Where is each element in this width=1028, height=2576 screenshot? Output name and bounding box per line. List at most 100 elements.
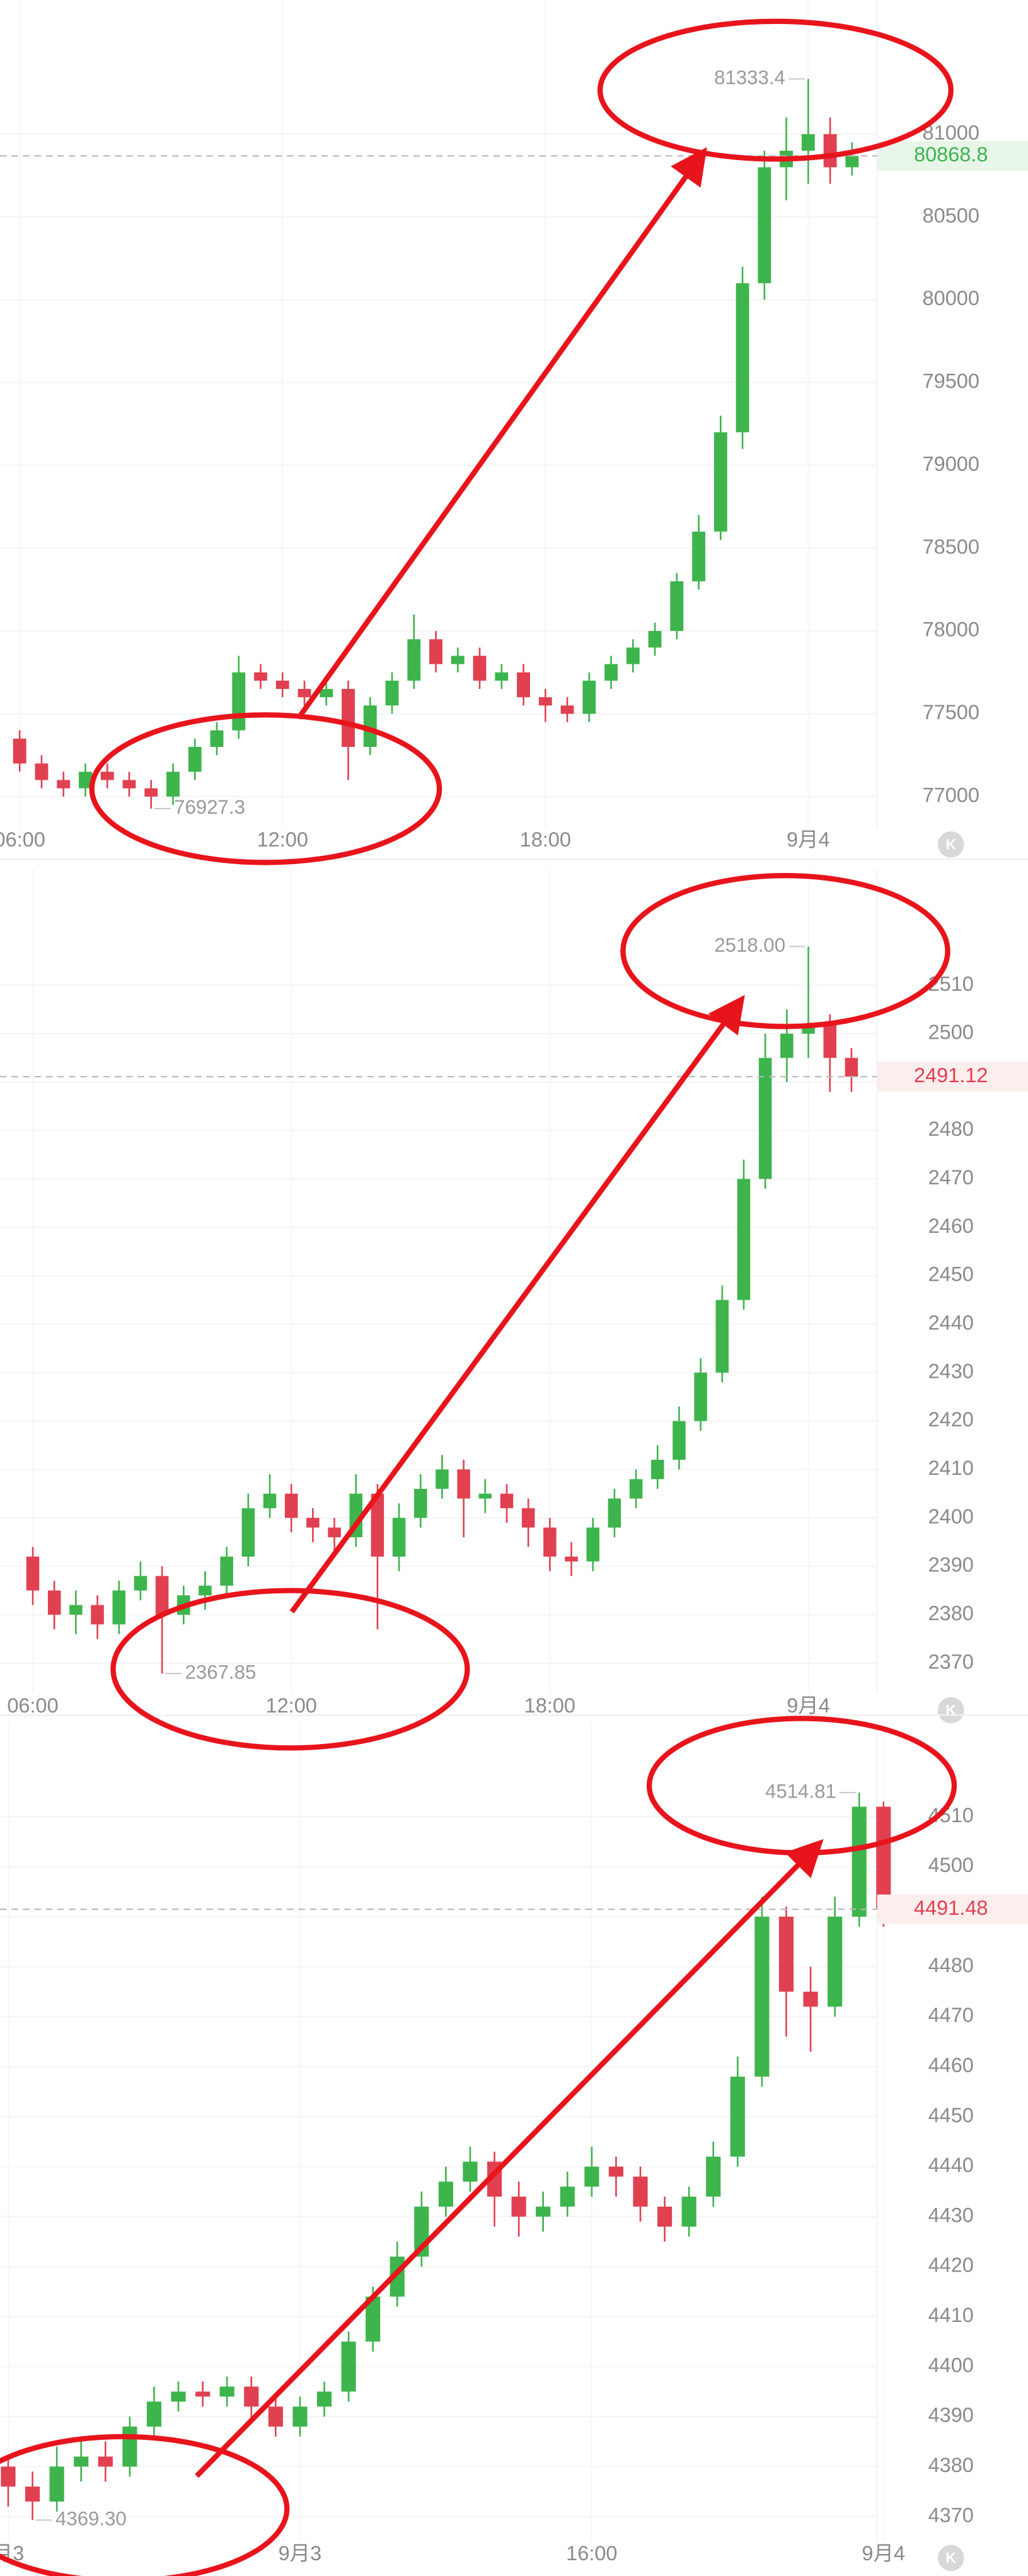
y-tick-label: 2420 xyxy=(928,1408,974,1431)
candle-body xyxy=(25,2486,40,2502)
candle-body xyxy=(845,1058,858,1077)
candle-body xyxy=(608,2166,624,2177)
candle-body xyxy=(385,680,399,706)
candle-body xyxy=(320,689,333,698)
max-label: 4514.81 xyxy=(765,1780,836,1802)
candle-body xyxy=(584,2166,599,2187)
badge: K xyxy=(945,836,956,852)
x-tick-label: 9月4 xyxy=(862,2542,905,2565)
candle-body xyxy=(100,771,114,780)
y-tick-label: 2460 xyxy=(928,1215,974,1237)
candle-body xyxy=(582,680,596,714)
y-tick-label: 2370 xyxy=(928,1650,974,1673)
candle-body xyxy=(670,581,684,632)
highlight-ellipse xyxy=(0,2434,290,2576)
annotations-overlay xyxy=(0,18,1028,2576)
candle-body xyxy=(297,689,311,698)
candle-body xyxy=(803,1991,818,2007)
candle-body xyxy=(473,656,487,681)
highlight-ellipse xyxy=(620,873,950,1029)
candle-body xyxy=(876,1806,891,1910)
candle-body xyxy=(392,1518,406,1557)
highlight-ellipse xyxy=(597,18,954,162)
badge: K xyxy=(945,2550,956,2566)
candle-body xyxy=(244,2386,259,2407)
candle-body xyxy=(26,1556,40,1591)
candle-body xyxy=(651,1460,664,1479)
badge-circle xyxy=(937,831,964,858)
min-label: 4369.30 xyxy=(55,2508,127,2530)
candle-body xyxy=(457,1469,470,1499)
candle-body xyxy=(536,2206,551,2217)
candle-body xyxy=(91,1605,104,1625)
candle-body xyxy=(511,2197,526,2217)
candle-body xyxy=(758,167,771,284)
candle-body xyxy=(429,639,442,664)
candle-body xyxy=(414,1489,427,1518)
last-price-label: 80868.8 xyxy=(914,143,988,166)
highlight-ellipse xyxy=(89,712,442,865)
candle-body xyxy=(407,639,421,681)
candle-body xyxy=(538,697,552,706)
y-tick-label: 4480 xyxy=(928,1954,974,1977)
y-tick-label: 4500 xyxy=(928,1854,974,1876)
max-label: 81333.4 xyxy=(714,66,785,88)
candle-body xyxy=(517,672,530,698)
y-tick-label: 81000 xyxy=(923,121,979,144)
y-tick-label: 2470 xyxy=(928,1166,974,1189)
candle-body xyxy=(852,1806,867,1917)
candle-body xyxy=(845,156,859,168)
candle-body xyxy=(438,2181,453,2207)
x-tick-label: 18:00 xyxy=(520,828,571,851)
candle-body xyxy=(560,705,574,714)
y-tick-label: 4390 xyxy=(928,2404,974,2427)
y-tick-label: 78000 xyxy=(923,618,979,641)
candle-body xyxy=(195,2391,211,2397)
candle-body xyxy=(371,1493,384,1557)
last-price-box xyxy=(877,141,1028,171)
y-tick-label: 80500 xyxy=(923,204,979,227)
candle-body xyxy=(706,2156,721,2197)
y-tick-label: 2440 xyxy=(928,1312,974,1334)
max-label: 2518.00 xyxy=(714,934,785,956)
candle-body xyxy=(166,771,180,797)
candle-body xyxy=(521,1508,535,1528)
candle-body xyxy=(451,656,465,664)
candle-body xyxy=(292,2406,308,2427)
badge-circle xyxy=(937,2544,964,2572)
candle-body xyxy=(736,283,749,432)
candle-body xyxy=(241,1508,255,1557)
y-tick-label: 2500 xyxy=(928,1021,974,1044)
candle-body xyxy=(328,1527,341,1537)
x-tick-label: 9月3 xyxy=(279,2542,322,2565)
y-tick-label: 4470 xyxy=(928,2004,974,2026)
candle-body xyxy=(626,647,640,664)
candle-body xyxy=(275,680,289,690)
candle-body xyxy=(823,1024,836,1058)
candle-body xyxy=(57,780,71,788)
y-tick-label: 80000 xyxy=(923,287,979,309)
candle-body xyxy=(758,1058,772,1179)
y-tick-label: 4460 xyxy=(928,2053,974,2076)
y-tick-label: 2380 xyxy=(928,1602,974,1624)
candle-body xyxy=(694,1372,707,1421)
candle-body xyxy=(306,1518,320,1528)
arrow xyxy=(195,1839,824,2478)
y-tick-label: 79500 xyxy=(923,370,979,393)
y-tick-label: 78500 xyxy=(923,535,979,558)
candle-body xyxy=(543,1527,557,1557)
y-tick-label: 4400 xyxy=(928,2354,974,2376)
candlestick-chart: 4370 4380 4390 4400 4410 4420 4430 4440 4450 4460… xyxy=(0,1721,1028,2572)
candle-body xyxy=(1,2466,16,2487)
candle-body xyxy=(692,531,705,582)
candle-body xyxy=(560,2186,575,2207)
y-tick-label: 2430 xyxy=(928,1360,974,1382)
candle-body xyxy=(495,672,509,681)
candle-body xyxy=(463,2161,478,2182)
candle-body xyxy=(737,1179,751,1300)
candle-body xyxy=(199,1585,212,1596)
last-price-box xyxy=(877,1061,1028,1092)
y-tick-label: 2450 xyxy=(928,1263,974,1286)
